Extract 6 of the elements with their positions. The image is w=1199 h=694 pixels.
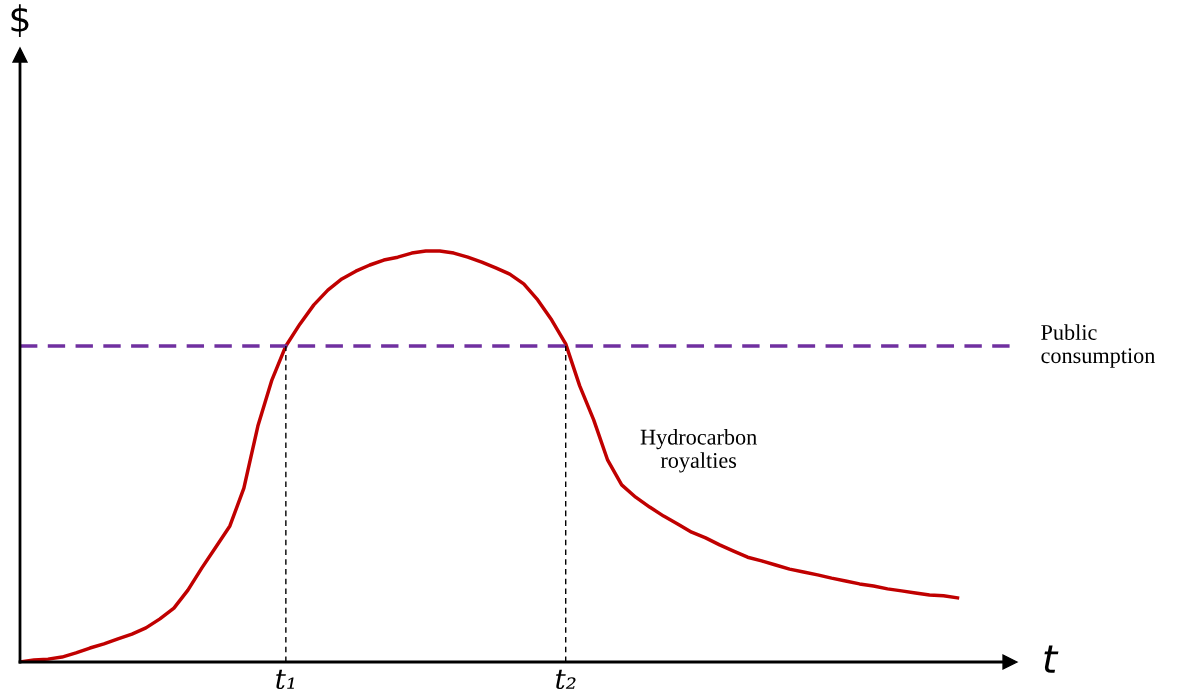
ref-line-label: Public consumption [1041,324,1156,368]
x-tick-label: t₁ [276,669,294,690]
x-tick-label: t₂ [556,669,576,690]
text: $ [11,4,29,37]
series-label: Hydrocarbon royalties [640,429,757,473]
x-axis-title: t [1044,645,1059,673]
